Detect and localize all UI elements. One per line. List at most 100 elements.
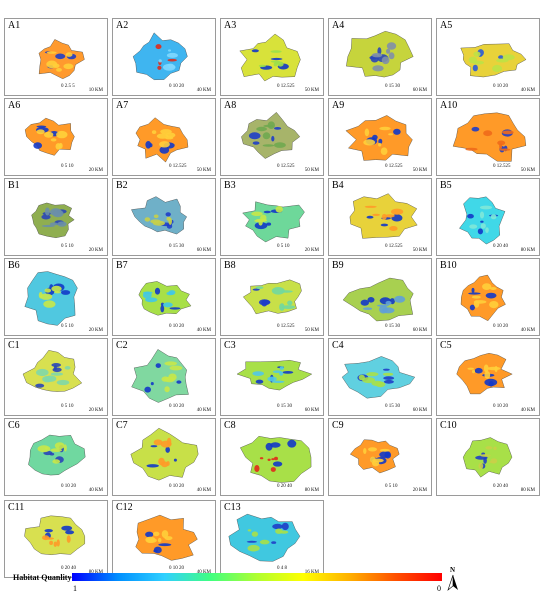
map-panel-a3: A3 0 12.525 50 KM <box>220 18 324 96</box>
region-map-c11 <box>24 515 86 556</box>
scale-unit-label: 20 KM <box>304 248 319 253</box>
panel-label: A8 <box>224 100 237 111</box>
region-map-c10 <box>462 437 513 478</box>
panel-label: B5 <box>440 180 452 191</box>
panel-label: A4 <box>332 20 345 31</box>
region-map-b5 <box>459 196 506 245</box>
panel-label: C4 <box>332 340 344 351</box>
panel-label: C13 <box>224 502 241 513</box>
map-panel-b9: B9 0 15 30 60 KM <box>328 258 432 336</box>
legend-max-label: 0 <box>437 584 441 593</box>
scale-bar-label: 0 10 20 <box>493 324 508 329</box>
scale-unit-label: 80 KM <box>89 570 103 575</box>
legend-min-label: 1 <box>73 584 77 593</box>
scale-bar-label: 0 5 10 <box>61 164 74 169</box>
scale-bar-label: 0 12.525 <box>277 324 295 329</box>
scale-bar-label: 0 20 40 <box>277 484 292 489</box>
panel-label: C7 <box>116 420 128 431</box>
map-panel-c1: C1 0 5 10 20 KM <box>4 338 108 416</box>
panel-label: A1 <box>8 20 21 31</box>
map-panel-b1: B1 0 5 10 20 KM <box>4 178 108 256</box>
map-panel-b3: B3 0 5 10 20 KM <box>220 178 324 256</box>
map-panel-a7: A7 0 12.525 50 KM <box>112 98 216 176</box>
scale-unit-label: 20 KM <box>88 248 103 253</box>
scale-unit-label: 80 KM <box>304 488 319 493</box>
panel-label: B3 <box>224 180 236 191</box>
panel-label: B10 <box>440 260 457 271</box>
scale-unit-label: 50 KM <box>304 168 319 173</box>
map-panel-b5: B5 0 20 40 80 KM <box>436 178 540 256</box>
panel-label: A9 <box>332 100 345 111</box>
region-map-c2 <box>131 349 189 403</box>
scale-bar-label: 0 4 8 <box>277 566 287 571</box>
region-map-a4 <box>346 30 414 78</box>
legend-color-bar <box>72 573 442 581</box>
panel-label: C12 <box>116 502 133 513</box>
scale-unit-label: 80 KM <box>520 488 535 493</box>
scale-unit-label: 80 KM <box>520 248 535 253</box>
map-panel-c11: C11 0 20 40 80 KM <box>4 500 108 578</box>
scale-bar-label: 0 10 20 <box>493 404 508 409</box>
scale-bar-label: 0 12.525 <box>493 164 511 169</box>
scale-bar-label: 0 15 30 <box>385 84 400 89</box>
panel-label: B9 <box>332 260 344 271</box>
scale-bar-label: 0 10 20 <box>169 566 184 571</box>
map-panel-b6: B6 0 5 10 20 KM <box>4 258 108 336</box>
scale-bar-label: 0 15 30 <box>385 324 400 329</box>
map-panel-c4: C4 0 15 30 60 KM <box>328 338 432 416</box>
scale-unit-label: 40 KM <box>520 328 535 333</box>
scale-unit-label: 40 KM <box>196 88 211 93</box>
region-map-b2 <box>131 196 187 235</box>
scale-unit-label: 60 KM <box>412 328 427 333</box>
panel-label: C10 <box>440 420 457 431</box>
scale-unit-label: 16 KM <box>305 570 319 575</box>
region-map-a8 <box>241 112 301 159</box>
scale-unit-label: 10 KM <box>88 88 103 93</box>
scale-unit-label: 60 KM <box>304 408 319 413</box>
scale-bar-label: 0 12.525 <box>277 164 295 169</box>
map-panel-b10: B10 0 10 20 40 KM <box>436 258 540 336</box>
panel-label: C3 <box>224 340 236 351</box>
scale-bar-label: 0 5 10 <box>385 484 398 489</box>
map-panel-b8: B8 0 12.525 50 KM <box>220 258 324 336</box>
region-map-a3 <box>239 33 301 82</box>
scale-unit-label: 50 KM <box>196 168 211 173</box>
legend-title: Habitat Quanlity <box>13 573 72 582</box>
map-panel-c3: C3 0 15 30 60 KM <box>220 338 324 416</box>
map-panel-c6: C6 0 10 20 40 KM <box>4 418 108 496</box>
scale-unit-label: 60 KM <box>412 88 427 93</box>
scale-bar-label: 0 20 40 <box>61 566 76 571</box>
map-panel-c8: C8 0 20 40 80 KM <box>220 418 324 496</box>
scale-unit-label: 50 KM <box>304 328 319 333</box>
scale-bar-label: 0 5 10 <box>277 244 290 249</box>
map-panel-c5: C5 0 10 20 40 KM <box>436 338 540 416</box>
map-panel-b4: B4 0 12.525 50 KM <box>328 178 432 256</box>
scale-unit-label: 50 KM <box>412 248 427 253</box>
panel-label: B7 <box>116 260 128 271</box>
map-panel-b7: B7 0 10 20 40 KM <box>112 258 216 336</box>
scale-bar-label: 0 10 20 <box>61 484 76 489</box>
panel-label: A2 <box>116 20 129 31</box>
panel-label: C8 <box>224 420 236 431</box>
scale-unit-label: 50 KM <box>304 88 319 93</box>
scale-bar-label: 0 15 30 <box>169 244 184 249</box>
region-map-a9 <box>345 115 413 161</box>
region-map-b4 <box>349 193 418 239</box>
map-panel-a10: A10 0 12.525 50 KM <box>436 98 540 176</box>
map-panel-b2: B2 0 15 30 60 KM <box>112 178 216 256</box>
panel-label: B4 <box>332 180 344 191</box>
scale-unit-label: 40 KM <box>196 488 211 493</box>
scale-bar-label: 0 5 10 <box>61 324 74 329</box>
panel-label: C5 <box>440 340 452 351</box>
region-map-a2 <box>132 32 188 81</box>
region-map-c7 <box>130 427 199 481</box>
panel-label: A10 <box>440 100 458 111</box>
map-panel-c7: C7 0 10 20 40 KM <box>112 418 216 496</box>
region-map-c1 <box>22 350 83 392</box>
region-map-a10 <box>452 112 527 162</box>
scale-unit-label: 20 KM <box>88 408 103 413</box>
panel-label: A6 <box>8 100 21 111</box>
region-map-c9 <box>349 439 400 474</box>
region-map-c13 <box>228 513 301 562</box>
region-map-b6 <box>24 271 78 326</box>
